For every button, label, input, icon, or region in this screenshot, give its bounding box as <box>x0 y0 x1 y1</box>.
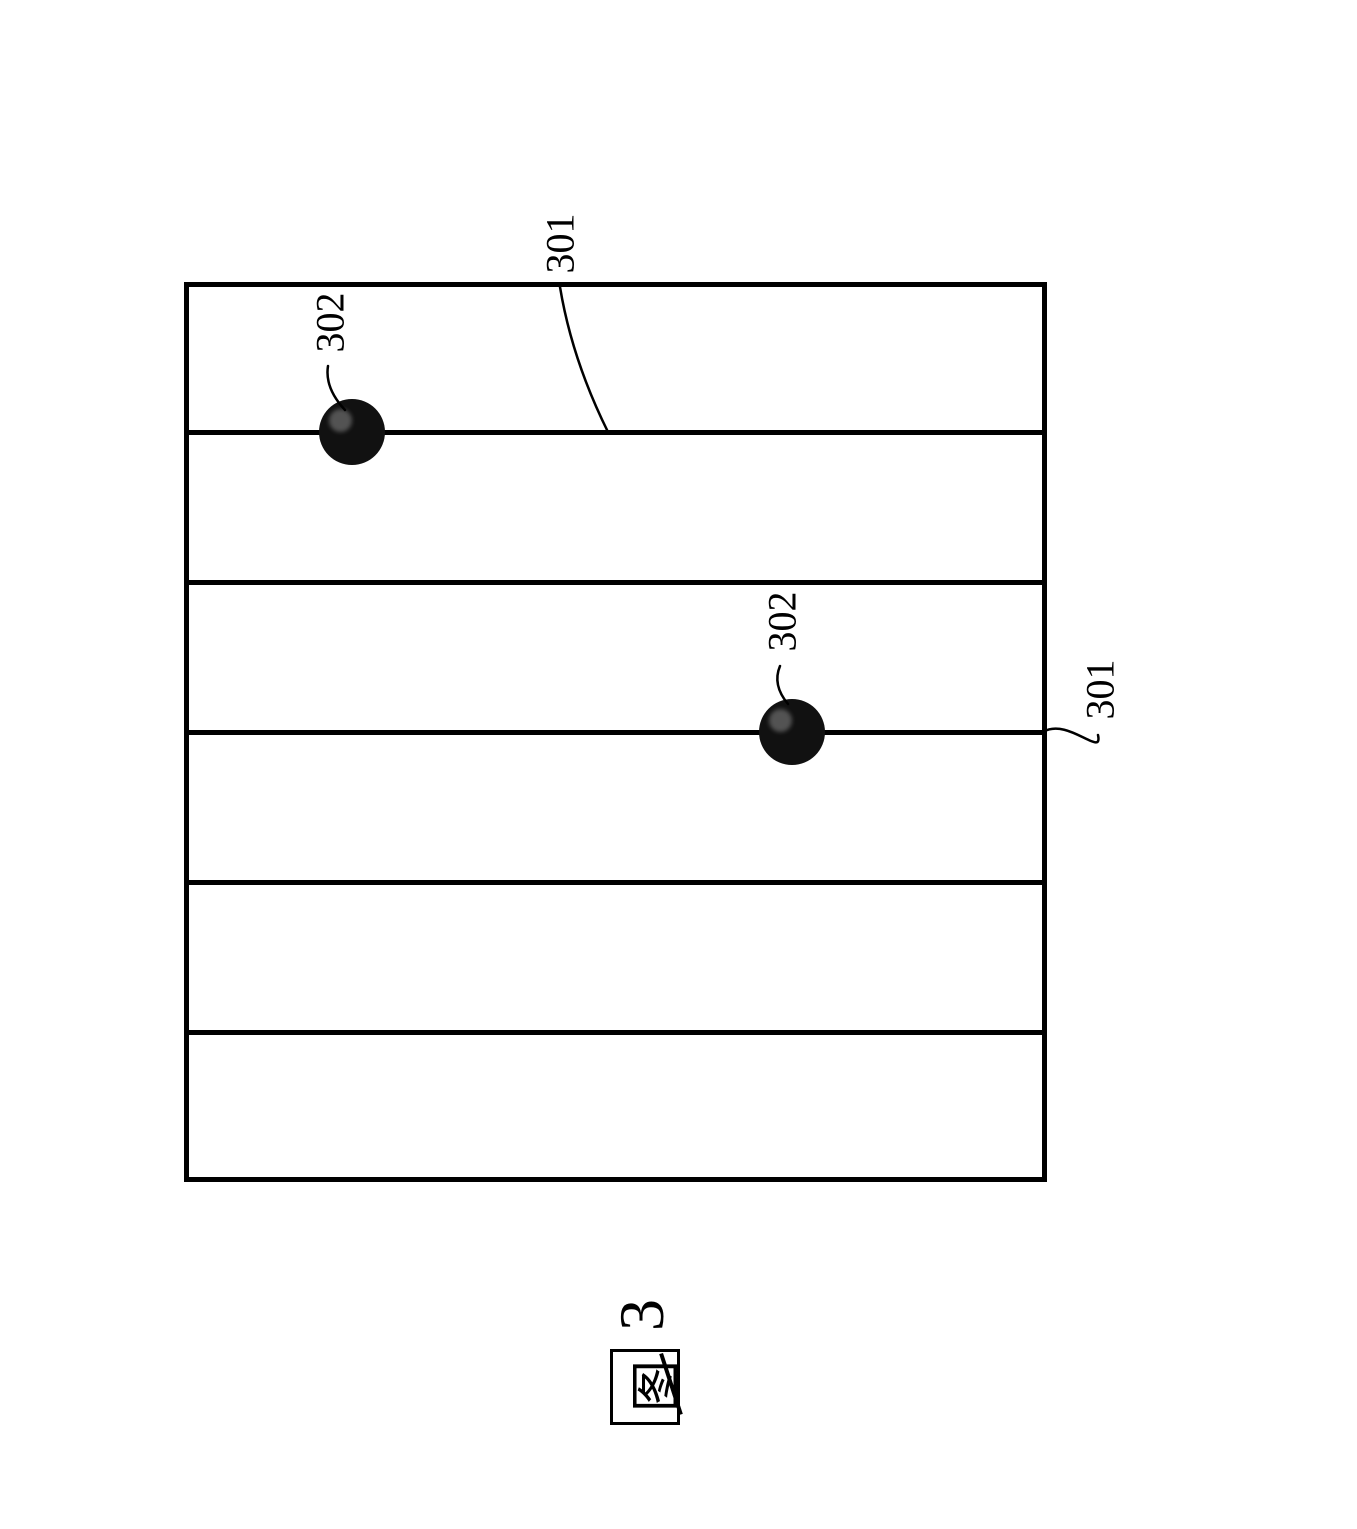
grid-line-5 <box>189 1030 1042 1035</box>
caption-figure-number: 3 <box>605 1299 679 1331</box>
caption-box-icon: 图 <box>610 1349 680 1425</box>
diagram-stage: 302 301 302 301 图 3 <box>0 0 1357 1529</box>
callout-label-301-lower: 301 <box>1077 660 1124 720</box>
dot-lower-right <box>759 699 825 765</box>
callout-label-302-lower: 302 <box>759 592 806 652</box>
grid-line-2 <box>189 580 1042 585</box>
grid-line-4 <box>189 880 1042 885</box>
dot-upper-left <box>319 399 385 465</box>
callout-label-301-upper: 301 <box>537 214 584 274</box>
grid-line-3 <box>189 730 1042 735</box>
callout-label-302-upper: 302 <box>307 293 354 353</box>
grid-line-1 <box>189 430 1042 435</box>
figure-caption: 图 3 <box>605 1255 685 1425</box>
